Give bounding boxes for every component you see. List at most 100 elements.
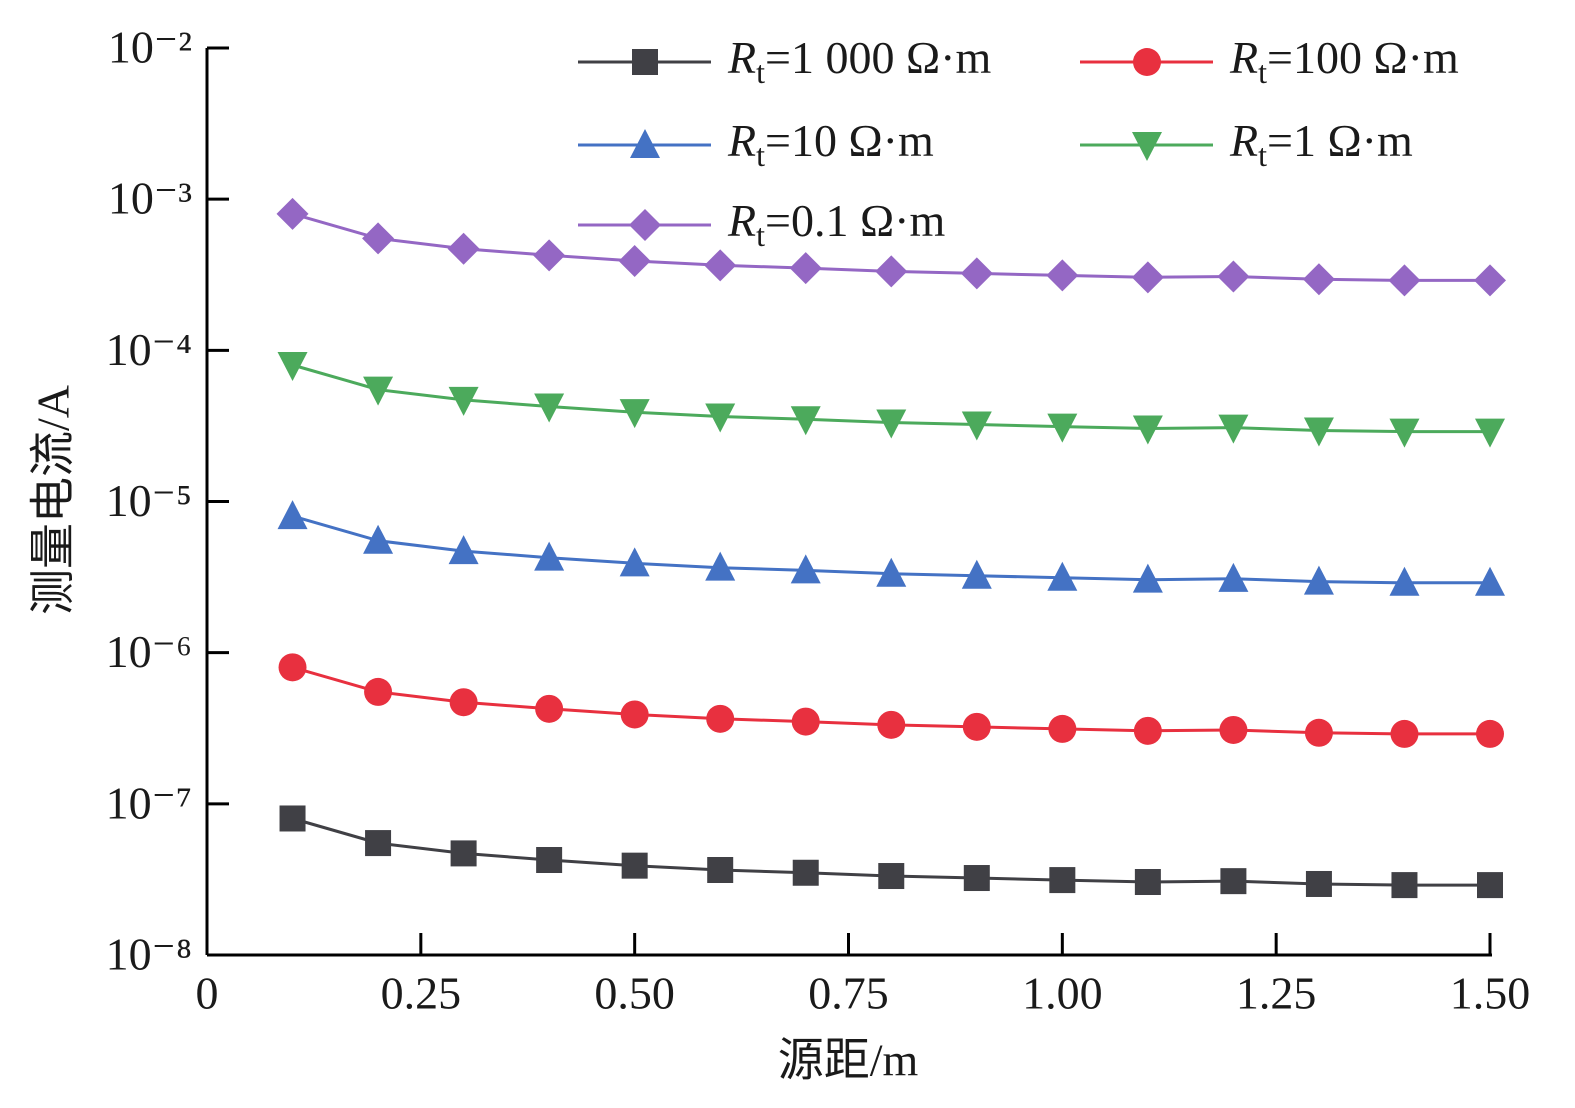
marker <box>619 399 650 429</box>
marker <box>1389 566 1420 596</box>
marker <box>619 547 650 577</box>
marker <box>1132 563 1163 593</box>
marker <box>963 865 990 892</box>
marker <box>448 386 479 416</box>
marker <box>790 554 821 584</box>
marker <box>1475 418 1505 448</box>
legend-marker <box>630 129 660 158</box>
marker <box>704 249 737 282</box>
marker <box>790 406 821 436</box>
x-tick-label: 1.25 <box>1236 968 1317 1019</box>
marker <box>1474 264 1506 297</box>
marker <box>364 677 393 706</box>
marker <box>789 252 822 285</box>
marker <box>1131 261 1164 294</box>
legend-label: Rt=1 000 Ω·m <box>727 32 991 91</box>
y-tick-label: 10⁻⁵ <box>106 475 192 526</box>
marker <box>1391 872 1418 899</box>
marker <box>1046 259 1079 292</box>
marker <box>276 197 309 230</box>
marker <box>277 351 308 381</box>
marker <box>1388 264 1421 297</box>
marker <box>534 541 565 571</box>
marker <box>1302 263 1335 296</box>
marker <box>1476 719 1504 748</box>
marker <box>1477 872 1503 899</box>
marker <box>449 688 478 717</box>
marker <box>875 255 908 288</box>
marker <box>533 239 566 272</box>
marker <box>535 694 564 723</box>
marker <box>961 411 992 441</box>
y-tick-label: 10⁻⁶ <box>106 626 192 677</box>
marker <box>792 859 819 886</box>
marker <box>1303 417 1334 447</box>
y-tick-label: 10⁻⁸ <box>106 929 192 980</box>
y-tick-label: 10⁻⁷ <box>106 777 192 828</box>
x-axis-label: 源距/m <box>778 1035 919 1086</box>
marker <box>536 847 563 874</box>
marker <box>363 524 394 554</box>
y-tick-label: 10⁻⁴ <box>106 324 192 375</box>
marker <box>618 244 651 277</box>
y-axis-label: 测量电流/A <box>28 385 79 615</box>
marker <box>620 700 649 729</box>
marker <box>447 232 480 265</box>
x-tick-label: 0.25 <box>381 968 462 1019</box>
marker <box>1390 719 1419 748</box>
x-tick-label: 1.00 <box>1022 968 1103 1019</box>
marker <box>363 376 394 406</box>
legend-marker <box>1132 132 1162 161</box>
marker <box>961 559 992 589</box>
marker <box>1133 716 1162 745</box>
marker <box>705 403 736 433</box>
marker <box>1305 870 1332 897</box>
marker <box>362 222 395 255</box>
marker <box>1217 260 1250 293</box>
x-tick-label: 0 <box>196 968 219 1019</box>
marker <box>1049 867 1076 894</box>
legend-marker <box>629 209 661 241</box>
legend-marker <box>1133 48 1161 76</box>
marker <box>962 712 991 741</box>
marker <box>960 257 993 290</box>
marker <box>1047 561 1078 591</box>
marker <box>876 409 907 439</box>
marker <box>1304 718 1333 747</box>
marker <box>1047 413 1078 443</box>
marker <box>878 863 905 890</box>
legend-label: Rt=0.1 Ω·m <box>727 195 945 254</box>
legend-label: Rt=1 Ω·m <box>1229 115 1413 174</box>
marker <box>791 707 820 736</box>
y-tick-label: 10⁻² <box>108 22 192 73</box>
marker <box>621 852 648 879</box>
x-tick-label: 1.50 <box>1450 968 1531 1019</box>
legend-label: Rt=10 Ω·m <box>727 115 934 174</box>
legend-label: Rt=100 Ω·m <box>1229 32 1459 91</box>
marker <box>1219 715 1248 744</box>
marker <box>279 805 306 832</box>
y-tick-label: 10⁻³ <box>108 173 192 224</box>
marker <box>1389 418 1420 448</box>
marker <box>365 830 392 857</box>
marker <box>1218 562 1249 592</box>
marker <box>278 653 307 682</box>
marker <box>1303 565 1334 595</box>
marker <box>1048 714 1077 743</box>
x-tick-label: 0.50 <box>594 968 675 1019</box>
marker <box>277 500 308 530</box>
marker <box>534 393 565 423</box>
legend-marker <box>632 49 658 75</box>
marker <box>1220 868 1247 895</box>
marker <box>877 710 906 739</box>
marker <box>1218 414 1249 444</box>
marker <box>1475 566 1505 596</box>
marker <box>706 704 735 733</box>
marker <box>707 857 734 884</box>
marker <box>705 551 736 581</box>
marker <box>1132 415 1163 445</box>
marker <box>876 557 907 587</box>
marker <box>450 840 477 867</box>
marker <box>1134 869 1161 896</box>
